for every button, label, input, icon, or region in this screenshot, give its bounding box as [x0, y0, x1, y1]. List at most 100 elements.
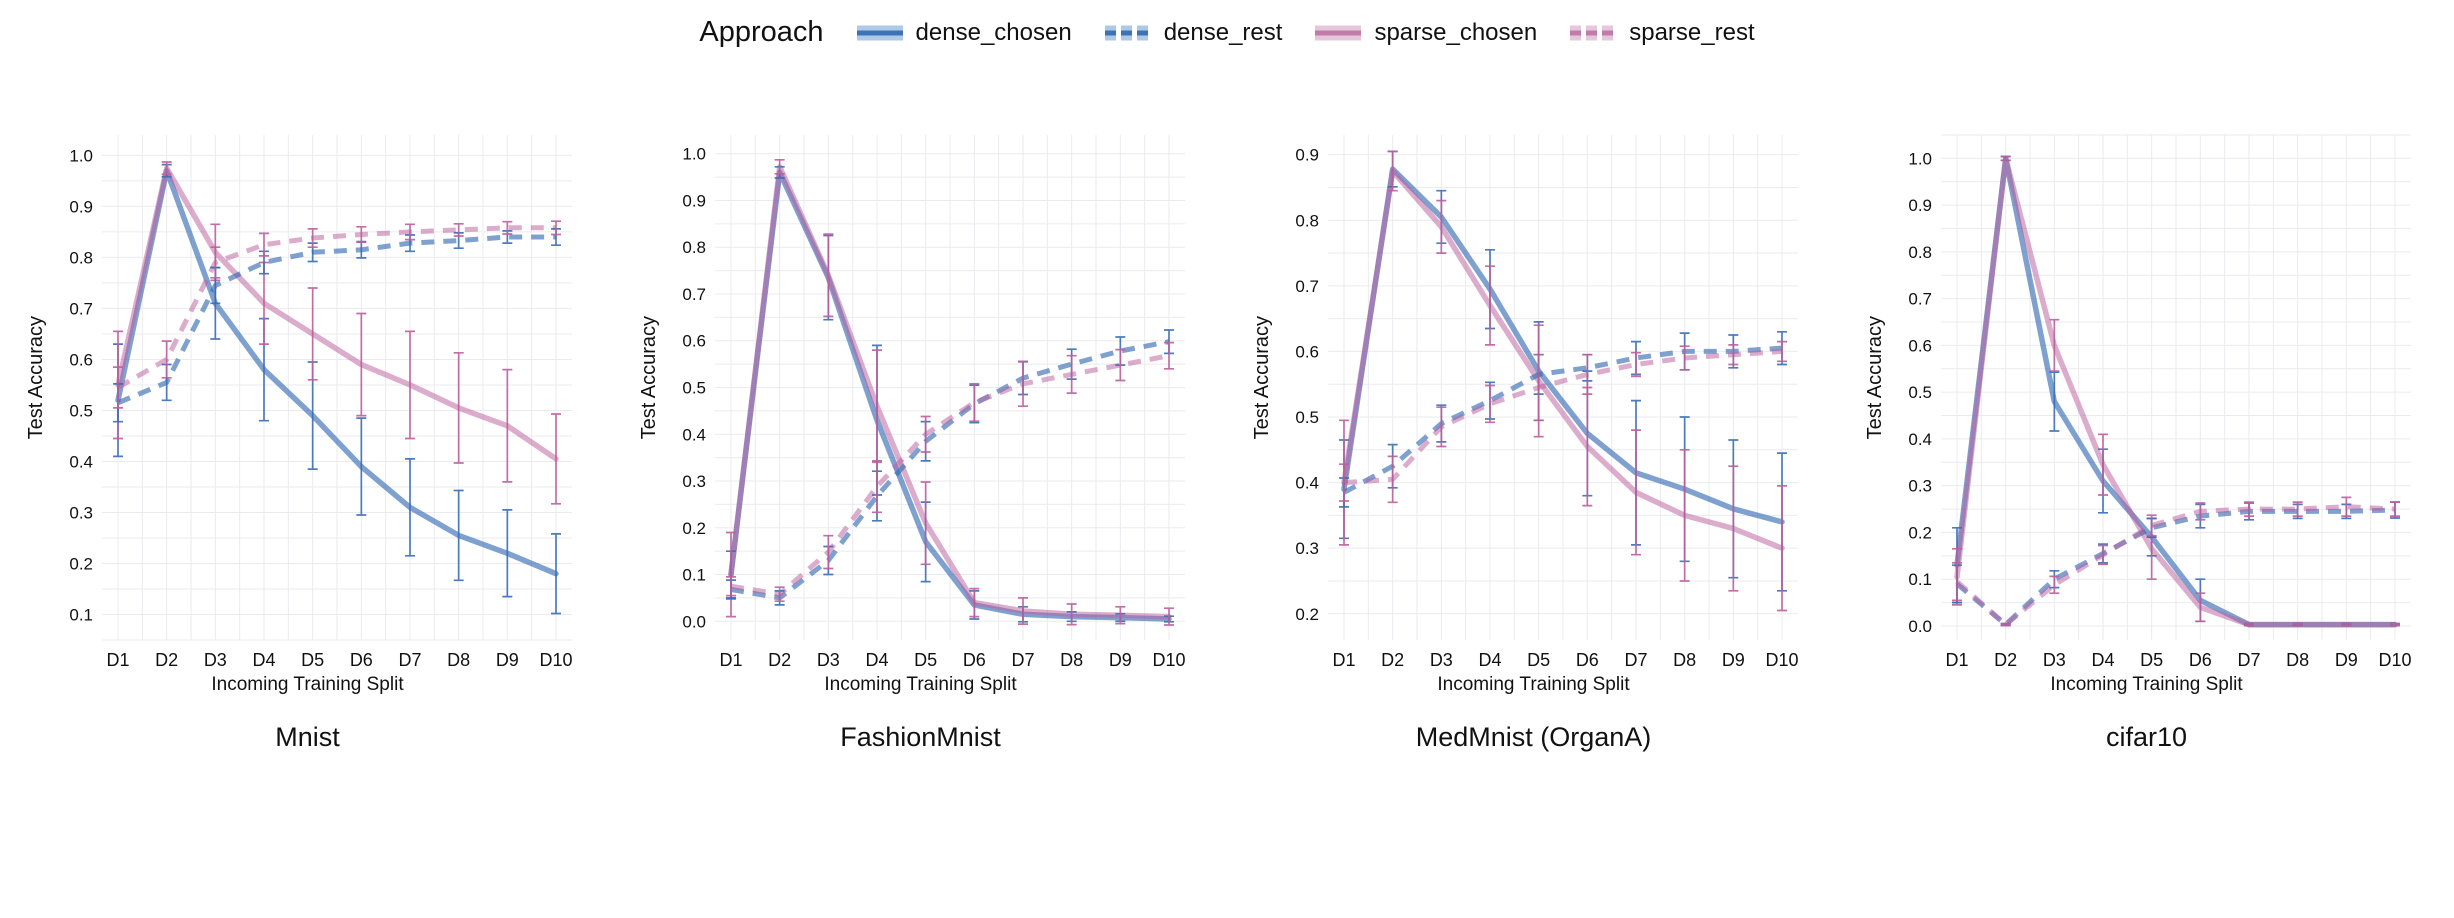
x-tick-label: D2 — [155, 650, 178, 670]
y-tick-label: 0.7 — [682, 285, 706, 304]
legend-items: dense_chosen dense_rest sparse_chosen spars… — [856, 19, 1755, 47]
legend-item-label: sparse_rest — [1629, 18, 1755, 46]
x-tick-label: D1 — [1945, 650, 1968, 670]
x-tick-label: D9 — [1722, 650, 1745, 670]
legend-item-sparse_chosen: sparse_chosen — [1314, 19, 1537, 47]
x-tick-label: D4 — [252, 650, 275, 670]
y-tick-label: 0.1 — [69, 605, 93, 624]
y-tick-label: 0.3 — [1908, 477, 1932, 496]
plot-area: Test Accuracy 0.0 0.1 0.2 0.3 0.4 0.5 0.6 0.7 0.8… — [638, 125, 1203, 674]
y-tick-label: 0.8 — [1908, 243, 1932, 262]
plot-svg: 0.1 0.2 0.3 0.4 0.5 0.6 0.7 0.8 0.9 1.0 D1 D2 D3 D4 D5… — [69, 135, 573, 670]
x-tick-label: D7 — [398, 650, 421, 670]
series-line-sparse_chosen — [1341, 168, 1785, 551]
x-tick-label: D5 — [1527, 650, 1550, 670]
x-tick-label: D8 — [1060, 650, 1083, 670]
y-tick-label: 0.8 — [682, 238, 706, 257]
chart-panel-2: Test Accuracy 0.2 0.3 0.4 0.5 0.6 0.7 0.8 0.9 D1 D… — [1227, 125, 1840, 753]
y-tick-label: 0.5 — [682, 379, 706, 398]
legend-swatch-dense_rest-icon — [1104, 25, 1151, 40]
plot-area: Test Accuracy 0.1 0.2 0.3 0.4 0.5 0.6 0.7 0.8 0.9… — [25, 125, 590, 674]
charts-row: Test Accuracy 0.1 0.2 0.3 0.4 0.5 0.6 0.7 0.8 0.9… — [0, 125, 2454, 753]
x-tick-label: D5 — [301, 650, 324, 670]
y-tick-label: 1.0 — [682, 145, 706, 164]
series-line-sparse_chosen — [1954, 155, 2398, 628]
chart-title: Mnist — [275, 722, 340, 752]
x-tick-label: D7 — [1624, 650, 1647, 670]
x-tick-label: D9 — [2335, 650, 2358, 670]
series-line-dense_chosen — [115, 167, 559, 577]
y-tick-label: 0.6 — [682, 332, 706, 351]
x-tick-label: D9 — [496, 650, 519, 670]
legend-swatch-dense_chosen-icon — [856, 25, 903, 40]
y-tick-label: 0.9 — [1908, 196, 1932, 215]
legend-item-label: dense_rest — [1163, 18, 1283, 46]
y-tick-label: 0.2 — [69, 554, 93, 573]
y-tick-label: 0.6 — [1908, 336, 1932, 355]
y-tick-label: 0.7 — [69, 299, 93, 318]
y-tick-label: 0.2 — [1295, 605, 1319, 624]
series-line-sparse_rest — [1343, 348, 1783, 486]
y-tick-label: 0.1 — [682, 566, 706, 585]
x-tick-label: D10 — [1152, 650, 1185, 670]
x-tick-label: D4 — [2091, 650, 2114, 670]
x-tick-label: D2 — [768, 650, 791, 670]
plot-area: Test Accuracy 0.2 0.3 0.4 0.5 0.6 0.7 0.8 0.9 D1 D… — [1251, 125, 1816, 674]
y-tick-label: 1.0 — [69, 146, 93, 165]
chart-panel-1: Test Accuracy 0.0 0.1 0.2 0.3 0.4 0.5 0.6 0.7 0.8… — [614, 125, 1227, 753]
legend-item-dense_rest: dense_rest — [1104, 18, 1283, 47]
legend-swatch-sparse_rest-icon — [1570, 25, 1617, 40]
series-line-sparse_chosen — [115, 165, 559, 462]
y-tick-label: 0.4 — [682, 425, 706, 444]
y-tick-label: 0.6 — [1295, 342, 1319, 361]
plot-svg: 0.2 0.3 0.4 0.5 0.6 0.7 0.8 0.9 D1 D2 D3 D4 D5 D6 D7 D8… — [1295, 135, 1799, 670]
y-tick-label: 0.5 — [69, 401, 93, 420]
series-line-dense_chosen — [1341, 166, 1785, 525]
error-bars-sparse_rest — [726, 341, 1174, 603]
series-line-sparse_rest — [730, 353, 1170, 597]
error-bars-sparse_chosen — [1952, 155, 2400, 627]
y-tick-label: 0.8 — [69, 248, 93, 267]
plot-svg: 0.0 0.1 0.2 0.3 0.4 0.5 0.6 0.7 0.8 0.9 1.0 D1 D2 D3 D… — [1908, 134, 2412, 670]
y-tick-label: 0.6 — [69, 350, 93, 369]
x-tick-label: D5 — [914, 650, 937, 670]
x-tick-label: D6 — [963, 650, 986, 670]
error-bars-sparse_chosen — [726, 158, 1174, 626]
legend-item-sparse_rest: sparse_rest — [1569, 18, 1755, 47]
y-tick-label: 0.0 — [1908, 617, 1932, 636]
x-tick-label: D6 — [2189, 650, 2212, 670]
series-line-sparse_rest — [1955, 504, 2396, 628]
x-tick-label: D4 — [865, 650, 888, 670]
chart-title: FashionMnist — [840, 722, 1001, 752]
y-axis-label: Test Accuracy — [25, 315, 47, 440]
y-tick-label: 0.9 — [1295, 146, 1319, 165]
x-tick-label: D10 — [539, 650, 572, 670]
x-tick-label: D3 — [204, 650, 227, 670]
page-root: { "page": { "background": "#ffffff" }, "… — [0, 16, 2454, 918]
legend-title: Approach — [699, 16, 824, 48]
plot-area: Test Accuracy 0.0 0.1 0.2 0.3 0.4 0.5 0.6 0.7 0.8… — [1864, 125, 2429, 674]
y-tick-label: 0.9 — [682, 191, 706, 210]
y-tick-label: 0.1 — [1908, 570, 1932, 589]
y-axis-label: Test Accuracy — [1251, 315, 1273, 440]
y-axis-label: Test Accuracy — [638, 315, 660, 440]
y-tick-label: 0.8 — [1295, 211, 1319, 230]
y-axis-label: Test Accuracy — [1864, 315, 1886, 440]
x-tick-label: D3 — [817, 650, 840, 670]
y-tick-label: 0.4 — [69, 452, 93, 471]
x-axis-label: Incoming Training Split — [2050, 674, 2243, 695]
chart-title: MedMnist (OrganA) — [1415, 722, 1652, 752]
x-tick-label: D8 — [447, 650, 470, 670]
x-axis-label: Incoming Training Split — [1437, 674, 1630, 695]
x-tick-label: D4 — [1478, 650, 1501, 670]
y-tick-label: 0.2 — [682, 519, 706, 538]
series-line-dense_rest — [117, 234, 556, 406]
x-tick-label: D1 — [1332, 650, 1355, 670]
error-bars-sparse_rest — [1952, 496, 2400, 627]
legend-swatch-sparse_chosen-icon — [1315, 25, 1362, 40]
x-tick-label: D6 — [1576, 650, 1599, 670]
y-tick-label: 0.9 — [69, 197, 93, 216]
y-tick-label: 0.3 — [69, 503, 93, 522]
x-tick-label: D10 — [1765, 650, 1798, 670]
x-tick-label: D3 — [2043, 650, 2066, 670]
